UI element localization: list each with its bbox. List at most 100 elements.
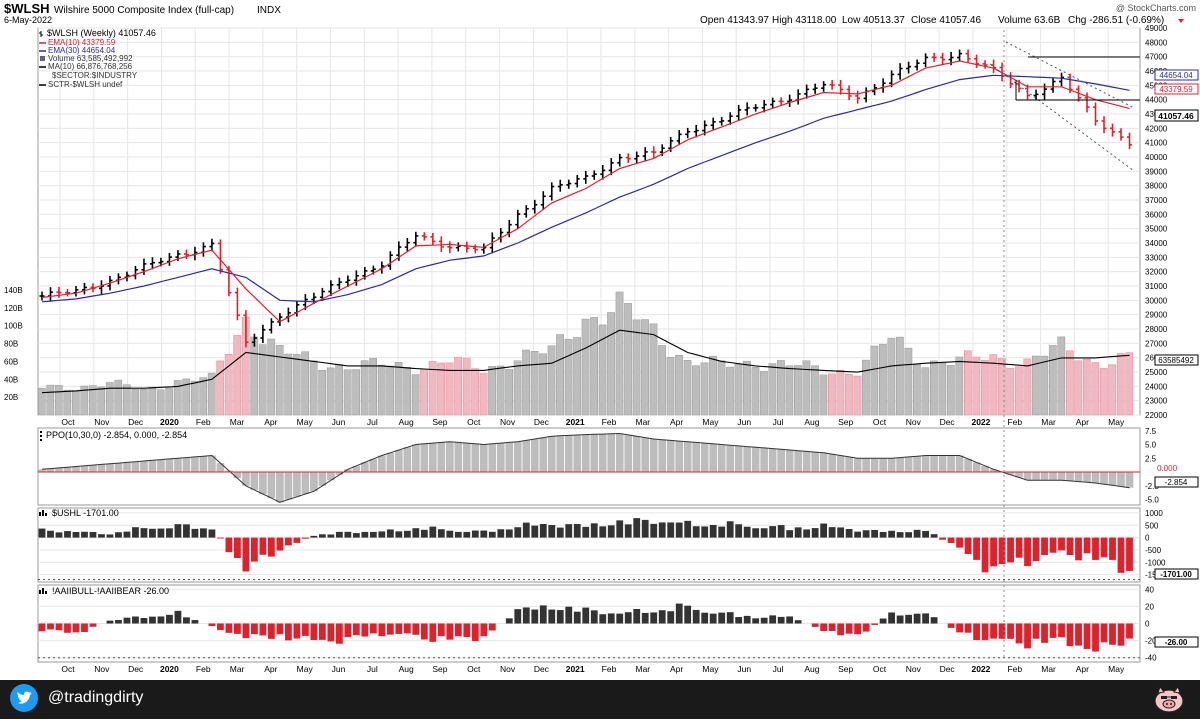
month-labels: Oct Oct Nov Nov Dec Dec 2020 2020 Feb Feb Mar Mar Ap…: [61, 417, 1125, 674]
ushl-bar: [726, 521, 734, 538]
chart-index-name: Wilshire 5000 Composite Index (full-cap): [54, 5, 234, 16]
ppo-bar: [428, 443, 437, 472]
aaii-bar: [522, 607, 530, 624]
aaii-bar: [123, 617, 131, 624]
ppo-bar: [114, 463, 123, 472]
ushl-bar: [132, 527, 139, 538]
price-bar: [634, 151, 640, 164]
month-label: Jul: [773, 417, 784, 427]
month-label: Aug: [804, 417, 819, 427]
price-bar: [591, 170, 597, 180]
volume-bar: [182, 378, 191, 416]
aaii-bar: [454, 623, 462, 637]
volume-bar: [343, 369, 352, 416]
ppo-bar: [819, 452, 828, 472]
price-bar: [965, 49, 971, 63]
price-bar: [81, 282, 87, 295]
price-bar: [753, 104, 759, 112]
ushl-bar: [55, 532, 63, 538]
aaii-bar: [437, 623, 445, 637]
ppo-bar: [55, 467, 63, 472]
aaii-bar: [879, 618, 887, 624]
ppo-bar: [658, 439, 667, 472]
twitter-icon[interactable]: [10, 684, 38, 712]
price-bar: [838, 79, 844, 95]
ppo-bar: [97, 464, 106, 472]
month-label: Oct: [873, 417, 887, 427]
ohlc-change: Chg -286.51 (-0.69%): [1068, 15, 1164, 26]
volume-bar: [275, 345, 284, 416]
ushl-bar: [675, 522, 683, 538]
ppo-bar: [615, 433, 624, 472]
ushl-bar: [777, 525, 785, 538]
price-bar: [243, 310, 249, 348]
price-tick-label: 23000: [1145, 397, 1168, 406]
ppo-bar: [768, 448, 777, 472]
ppo-bar: [607, 433, 616, 472]
ppo-bar: [811, 452, 819, 472]
aaii-bar: [998, 623, 1006, 639]
ppo-bar: [106, 463, 114, 472]
price-tick-label: 44000: [1145, 96, 1168, 105]
aaii-bar: [1049, 623, 1057, 638]
ppo-bar: [1125, 472, 1134, 488]
ppo-bar: [437, 442, 446, 472]
aaii-bar: [1117, 623, 1125, 646]
ppo-bar: [581, 434, 590, 472]
volume-bar: [156, 389, 165, 416]
aaii-bar: [72, 623, 80, 633]
price-bar: [438, 236, 444, 252]
month-label: Apr: [1076, 417, 1089, 427]
volume-bar: [556, 334, 564, 416]
ushl-bar: [760, 528, 768, 538]
month-label: Aug: [804, 664, 819, 674]
ushl-bar: [471, 530, 479, 538]
ushl-bar: [888, 530, 896, 538]
ushl-bar: [692, 526, 700, 538]
ushl-bar: [344, 531, 352, 538]
ppo-bar: [573, 435, 582, 472]
volume-bar: [1116, 353, 1125, 416]
volume-bar: [777, 360, 785, 416]
ushl-bar: [684, 520, 692, 538]
ppo-bar: [513, 441, 522, 472]
aaii-bar: [1015, 623, 1023, 644]
ppo-bar: [488, 443, 497, 472]
ushl-bar: [395, 531, 403, 538]
aaii-bar: [1024, 623, 1031, 649]
ppo-bar: [887, 458, 896, 472]
ushl-bar: [1092, 537, 1099, 560]
chart-date: 6-May-2022: [4, 15, 52, 25]
volume-bar: [1091, 362, 1100, 416]
twitter-handle[interactable]: @tradingdirty: [48, 689, 144, 706]
ushl-bar: [335, 531, 343, 538]
volume-bar: [768, 363, 777, 416]
aaii-bar: [429, 623, 437, 642]
aaii-bar: [293, 623, 301, 639]
ushl-bar: [1024, 537, 1031, 567]
month-label: Sep: [432, 417, 447, 427]
ppo-bar: [496, 443, 505, 472]
aaii-bar: [115, 620, 122, 624]
ppo-bar: [777, 449, 785, 472]
price-bar: [64, 288, 70, 297]
aaii-bar: [81, 623, 88, 632]
ppo-bar: [216, 463, 225, 472]
ppo-bar: [318, 472, 327, 486]
volume-bar: [938, 362, 947, 416]
volume-bar: [411, 374, 420, 416]
volume-bar: [131, 389, 140, 416]
price-tick-label: 35000: [1145, 225, 1168, 234]
ushl-bar: [267, 537, 275, 557]
month-label: Mar: [635, 417, 650, 427]
volume-bar: [403, 367, 411, 416]
price-bar: [149, 257, 155, 270]
price-tick-label: 31000: [1145, 282, 1168, 291]
volume-bar: [352, 369, 361, 416]
aaii-bar: [471, 623, 479, 642]
aaii-bar: [38, 623, 46, 632]
ohlc-open: Open 41343.97: [700, 15, 769, 26]
ppo-tick-label: 5.0: [1145, 441, 1157, 450]
chart-area: $WLSH Wilshire 5000 Composite Index (ful…: [4, 1, 1199, 674]
price-tick-label: 28000: [1145, 325, 1168, 334]
